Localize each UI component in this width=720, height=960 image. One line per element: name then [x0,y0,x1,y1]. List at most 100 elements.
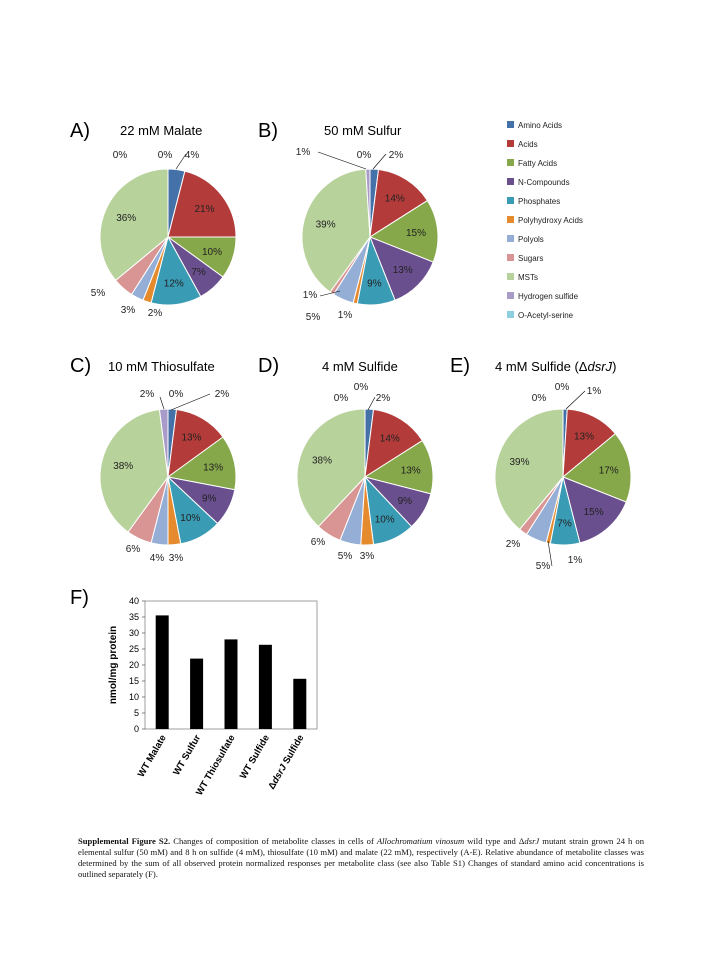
legend-swatch [507,254,514,261]
slice-label: 13% [401,465,421,476]
pie-title: 10 mM Thiosulfate [108,359,215,374]
slice-label: 0% [113,150,128,161]
pie-slice-acids [167,170,237,238]
slice-label: 15% [584,507,604,518]
pie-slice-msts [296,408,366,528]
bar-3 [258,644,272,729]
legend-swatch [507,140,514,147]
y-tick-label: 0 [134,724,139,734]
slice-label: 1% [303,290,318,301]
panel-label: A) [70,120,90,142]
leader-line [367,396,376,411]
panel-label: D) [258,355,279,377]
pie-slice-acids [167,408,224,479]
pie-title: 4 mM Sulfide (ΔdsrJ) [495,359,616,374]
pie-slice-n-compounds [562,476,627,544]
leader-line [175,153,187,170]
y-tick-label: 40 [129,596,139,606]
slice-label: 1% [587,386,602,397]
y-tick-label: 15 [129,676,139,686]
slice-label: 38% [312,456,332,467]
caption-organism: Allochromatium vinosum [376,836,465,846]
y-axis-label: nmol/mg protein [108,626,119,704]
bar-2 [224,639,238,729]
pie-title: 22 mM Malate [120,123,202,138]
slice-label: 2% [376,393,391,404]
legend-entry: MSTs [518,273,538,282]
panel-label: E) [450,355,470,377]
slice-label: 21% [194,204,214,215]
y-tick-label: 25 [129,644,139,654]
pie-slice-fatty-acids [368,199,439,263]
slice-label: 9% [202,494,217,505]
pie-chart-3: D) 4 mM Sulfide 2% 14% 13% 9%10% 3% 5% 6% 38% 0% 0% [258,355,434,562]
slice-label: 36% [116,213,136,224]
pie-title: 4 mM Sulfide [322,359,398,374]
caption-text-1: Changes of composition of metabolite cla… [170,836,377,846]
pie-slice-msts [99,408,169,533]
slice-label: 12% [164,278,184,289]
leader-line [547,540,553,567]
pie-slice-msts [494,408,564,531]
slice-label: 1% [568,555,583,566]
legend-swatch [507,273,514,280]
slice-label: 9% [367,279,382,290]
pie-charts: A) 22 mM Malate 4% 21% 10% 7% 12% 2% 3% 5% 36% 0% 0%… [70,120,632,572]
pie-slice-hydrogen-sulfide [158,408,169,478]
slice-label: 3% [360,551,375,562]
leader-line [372,153,387,170]
figure-caption: Supplemental Figure S2. Changes of compo… [78,836,644,880]
pie-slice-fatty-acids [363,439,434,495]
panel-label: F) [70,587,89,609]
legend-swatch [507,292,514,299]
slice-label: 0% [532,393,547,404]
leader-line [565,390,586,410]
legend-swatch [507,235,514,242]
pie-chart-4: E) 4 mM Sulfide (ΔdsrJ) 1% 13% 17% 15% 7% 1% 5% 2… [450,355,632,572]
slice-label: 10% [375,514,395,525]
legend-entry: Hydrogen sulfide [518,292,579,301]
slice-label: 1% [338,310,353,321]
slice-label: 0% [158,150,173,161]
slice-label: 0% [357,150,372,161]
slice-label: 2% [148,308,163,319]
slice-label: 4% [185,150,200,161]
y-tick-label: 30 [129,628,139,638]
slice-label: 0% [334,393,349,404]
slice-label: 3% [121,305,136,316]
legend-swatch [507,216,514,223]
y-tick-label: 20 [129,660,139,670]
slice-label: 6% [126,544,141,555]
pie-slice-fatty-acids [562,432,632,503]
slice-label: 5% [91,288,106,299]
bar-0 [155,615,169,729]
legend-entry: Fatty Acids [518,159,557,168]
slice-label: 10% [202,247,222,258]
pie-slice-acids [364,408,424,478]
legend-entry: O-Acetyl-serine [518,311,574,320]
slice-label: 14% [385,194,405,205]
legend-swatch [507,159,514,166]
bar-1 [190,658,204,729]
bar-4 [293,678,307,729]
slice-label: 13% [181,433,201,444]
slice-label: 2% [140,389,155,400]
legend-swatch [507,121,514,128]
leader-line [170,393,211,411]
pie-chart-1: B) 50 mM Sulfur 2% 14% 15% 13% 9% 1% 5% 1% 39% 1% 0% [258,120,439,323]
slice-label: 2% [215,389,230,400]
slice-label: 15% [406,228,426,239]
pie-slice-msts [301,168,371,293]
legend-entry: Sugars [518,254,543,263]
pie-slice-acids [562,408,617,479]
slice-label: 7% [557,519,572,530]
slice-label: 2% [389,150,404,161]
slice-label: 3% [169,553,184,564]
slice-label: 17% [599,465,619,476]
caption-text-2: wild type and Δ [464,836,525,846]
legend-entry: Acids [518,140,538,149]
pie-slice-acids [369,168,429,238]
leader-line [317,151,367,170]
pie-chart-0: A) 22 mM Malate 4% 21% 10% 7% 12% 2% 3% 5% 36% 0% 0% [70,120,237,319]
